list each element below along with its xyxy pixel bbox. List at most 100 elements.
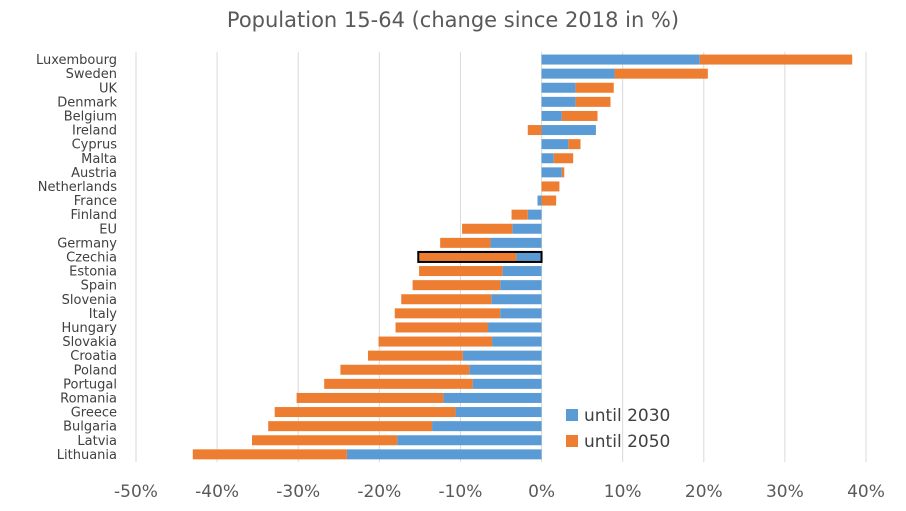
- bar-until-2050: [394, 308, 501, 319]
- x-tick-label: 20%: [685, 482, 723, 502]
- category-label: France: [74, 194, 117, 209]
- category-label: Finland: [71, 208, 117, 223]
- bar-until-2030: [541, 68, 615, 79]
- legend-swatch-2030: [566, 409, 578, 421]
- category-label: Czechia: [66, 250, 117, 265]
- category-label: EU: [99, 222, 117, 237]
- category-label: Croatia: [70, 349, 117, 364]
- category-label: Austria: [71, 166, 117, 181]
- legend-label: until 2030: [584, 406, 670, 426]
- bar-until-2030: [541, 125, 596, 136]
- bar-until-2050: [561, 110, 598, 121]
- bar-until-2030: [491, 294, 542, 305]
- category-label: Portugal: [63, 377, 117, 392]
- highlight-outline: [417, 250, 543, 263]
- bar-until-2050: [268, 421, 433, 432]
- bar-until-2050: [367, 350, 463, 361]
- bar-until-2030: [516, 251, 542, 262]
- bar-until-2050: [527, 125, 542, 136]
- category-label: Bulgaria: [63, 420, 117, 435]
- x-tick-label: 10%: [604, 482, 642, 502]
- bar-until-2050: [251, 435, 398, 446]
- x-tick-label: 40%: [847, 482, 885, 502]
- bar-until-2030: [492, 336, 542, 347]
- x-tick-label: -20%: [357, 482, 401, 502]
- bar-until-2030: [455, 407, 542, 418]
- bar-until-2030: [443, 392, 542, 403]
- x-tick-label: -50%: [114, 482, 158, 502]
- category-label: Slovenia: [62, 293, 117, 308]
- category-label: Belgium: [64, 109, 117, 124]
- bar-until-2030: [541, 54, 700, 65]
- bar-until-2050: [462, 223, 513, 234]
- x-tick-label: 0%: [528, 482, 555, 502]
- bar-until-2030: [541, 153, 554, 164]
- category-label: UK: [99, 81, 118, 96]
- category-label: Ireland: [72, 124, 117, 139]
- category-label: Slovakia: [62, 335, 117, 350]
- bar-until-2050: [324, 378, 473, 389]
- bar-until-2030: [469, 364, 542, 375]
- category-label: Germany: [57, 236, 117, 251]
- bar-until-2050: [575, 96, 611, 107]
- category-label: Spain: [81, 279, 117, 294]
- bar-until-2030: [502, 266, 542, 277]
- bar-until-2030: [537, 195, 542, 206]
- bar-until-2030: [512, 223, 542, 234]
- bar-until-2050: [340, 364, 470, 375]
- bar-until-2050: [541, 195, 557, 206]
- bar-until-2050: [561, 167, 565, 178]
- bar-until-2030: [527, 209, 542, 220]
- category-label: Italy: [89, 307, 118, 322]
- bar-until-2050: [419, 266, 503, 277]
- category-label: Greece: [71, 406, 117, 421]
- bar-until-2030: [490, 237, 542, 248]
- chart-title: Population 15-64 (change since 2018 in %…: [226, 8, 680, 32]
- category-label: Estonia: [69, 265, 117, 280]
- bar-until-2030: [541, 96, 576, 107]
- legend-label: until 2050: [584, 432, 670, 452]
- bar-until-2050: [511, 209, 528, 220]
- bar-until-2030: [432, 421, 542, 432]
- category-label: Lithuania: [57, 448, 117, 463]
- bar-until-2050: [699, 54, 853, 65]
- x-tick-label: -30%: [276, 482, 320, 502]
- bar-until-2030: [462, 350, 542, 361]
- category-label: Latvia: [77, 434, 117, 449]
- bar-until-2050: [614, 68, 708, 79]
- bar-until-2050: [274, 407, 456, 418]
- bar-until-2030: [541, 139, 569, 150]
- category-label: Romania: [60, 391, 117, 406]
- category-label: Sweden: [66, 67, 117, 82]
- bar-until-2030: [541, 110, 562, 121]
- category-label: Malta: [81, 152, 117, 167]
- bar-until-2030: [472, 378, 542, 389]
- x-tick-label: -10%: [438, 482, 482, 502]
- category-label: Denmark: [57, 95, 117, 110]
- bar-until-2050: [401, 294, 492, 305]
- bar-until-2050: [378, 336, 493, 347]
- bar-until-2030: [346, 449, 542, 460]
- x-tick-label: -40%: [195, 482, 239, 502]
- bar-until-2050: [418, 251, 517, 262]
- category-label: Poland: [74, 363, 117, 378]
- category-label: Luxembourg: [36, 53, 117, 68]
- bar-until-2050: [395, 322, 489, 333]
- bar-until-2050: [412, 280, 501, 291]
- x-tick-label: 30%: [766, 482, 804, 502]
- bar-until-2030: [541, 167, 562, 178]
- bar-until-2050: [192, 449, 347, 460]
- bar-until-2050: [575, 82, 614, 93]
- category-label: Cyprus: [72, 138, 118, 153]
- bar-until-2050: [568, 139, 581, 150]
- bar-until-2050: [541, 181, 560, 192]
- bar-until-2050: [440, 237, 491, 248]
- bar-until-2030: [541, 82, 576, 93]
- bar-until-2030: [500, 280, 542, 291]
- category-label: Hungary: [61, 321, 117, 336]
- bar-until-2030: [397, 435, 542, 446]
- bar-until-2050: [296, 392, 444, 403]
- category-label: Netherlands: [38, 180, 117, 195]
